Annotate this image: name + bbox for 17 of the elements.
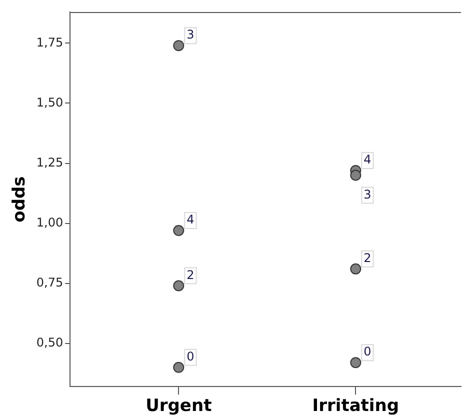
annotation: 2 — [186, 268, 194, 282]
annotation: 4 — [364, 152, 372, 167]
annotation: 0 — [364, 344, 372, 359]
y-tick-label: 0,50 — [36, 336, 64, 350]
annotation: 3 — [186, 28, 194, 42]
y-tick-label: 1,00 — [36, 215, 64, 230]
y-tick-label: 1,25 — [36, 155, 64, 170]
annotation: 0 — [186, 350, 194, 364]
y-tick-label: 1,75 — [36, 35, 64, 50]
x-tick-label: Urgent — [146, 396, 212, 416]
annotation: 4 — [186, 212, 194, 227]
y-tick-label: 0,75 — [36, 275, 64, 290]
y-tick-label: 1,50 — [36, 95, 64, 110]
annotation: 3 — [364, 187, 372, 202]
x-tick-label: Irritating — [312, 396, 400, 416]
y-axis-title: odds — [10, 176, 30, 222]
annotation: 2 — [364, 251, 372, 266]
